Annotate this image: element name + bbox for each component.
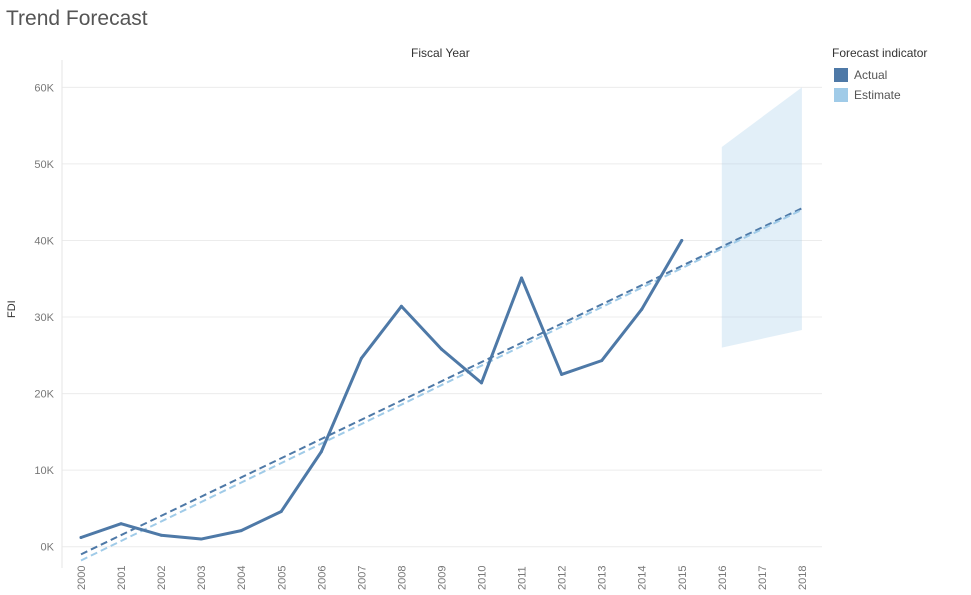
data-point (279, 509, 283, 513)
data-point (560, 372, 564, 376)
data-point (520, 276, 524, 280)
legend: Forecast indicator Actual Estimate (832, 46, 927, 105)
y-tick-label: 0K (41, 542, 55, 554)
x-tick-label: 2018 (797, 566, 809, 590)
y-tick-label: 50K (34, 159, 54, 171)
chart-title: Trend Forecast (6, 7, 148, 30)
column-header: Fiscal Year (411, 46, 470, 60)
data-point (239, 529, 243, 533)
x-tick-label: 2002 (156, 566, 168, 590)
data-point (79, 536, 83, 539)
data-point (119, 522, 123, 526)
x-tick-label: 2012 (557, 566, 569, 590)
series-line-actual (79, 238, 684, 541)
legend-title: Forecast indicator (832, 46, 928, 60)
y-tick-label: 10K (34, 465, 54, 477)
data-point (439, 347, 443, 351)
trend-line-actual (80, 207, 803, 556)
legend-item-actual[interactable]: Actual (832, 65, 927, 85)
legend-swatch-actual (834, 68, 848, 82)
x-tick-label: 2009 (436, 566, 448, 590)
data-point (640, 307, 644, 311)
data-point (399, 304, 403, 308)
x-tick-label: 2003 (196, 566, 208, 590)
x-tick-label: 2010 (477, 566, 489, 590)
data-point (319, 450, 323, 454)
x-tick-label: 2013 (597, 566, 609, 590)
x-tick-label: 2017 (757, 566, 769, 590)
forecast-band (721, 87, 802, 348)
x-tick-label: 2008 (396, 566, 408, 590)
x-tick-label: 2000 (76, 566, 88, 590)
x-tick-label: 2014 (637, 566, 649, 590)
x-tick-label: 2004 (236, 566, 248, 590)
data-point (199, 537, 203, 541)
legend-swatch-estimate (834, 88, 848, 102)
x-tick-label: 2011 (517, 566, 529, 590)
y-tick-label: 20K (34, 389, 54, 401)
data-point (159, 533, 163, 537)
x-tick-label: 2006 (316, 566, 328, 590)
legend-label-actual: Actual (854, 68, 888, 82)
x-tick-label: 2016 (717, 566, 729, 590)
x-tick-label: 2001 (116, 566, 128, 590)
trend-line-estimate (80, 208, 803, 562)
y-tick-label: 30K (34, 312, 54, 324)
x-tick-label: 2005 (276, 566, 288, 590)
x-tick-label: 2015 (677, 566, 689, 590)
legend-item-estimate[interactable]: Estimate (832, 85, 927, 105)
x-tick-label: 2007 (356, 566, 368, 590)
y-tick-label: 60K (34, 82, 54, 94)
y-tick-label: 40K (34, 235, 54, 247)
data-point (680, 238, 684, 242)
legend-label-estimate: Estimate (854, 88, 901, 102)
data-point (480, 381, 483, 385)
data-point (359, 356, 363, 360)
data-point (600, 359, 604, 363)
